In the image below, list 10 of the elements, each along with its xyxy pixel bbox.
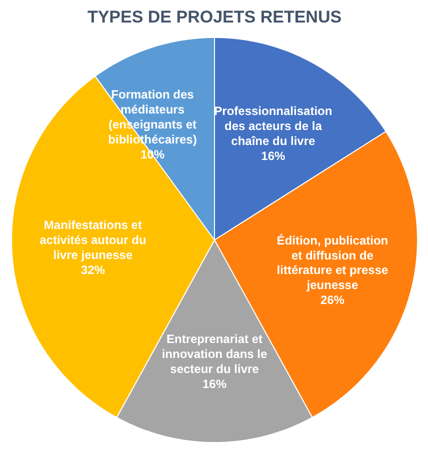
slice-label: Professionnalisation des acteurs de la chaîne du livre [214,104,332,148]
data-label: 16% [202,376,227,391]
slice-label: Édition, publication et diffusion de littérature et presse jeunesse [276,233,388,292]
slice-label: Entreprenariat et innovation dans le secteur du livre [162,332,268,376]
data-label: 10% [140,147,165,162]
data-label: 32% [80,263,106,278]
slice-label: Manifestations et activités autour du livre jeunesse [40,218,146,262]
data-label: 26% [320,293,345,308]
chart-title: TYPES DE PROJETS RETENUS [87,8,342,26]
data-label: 16% [261,148,286,163]
